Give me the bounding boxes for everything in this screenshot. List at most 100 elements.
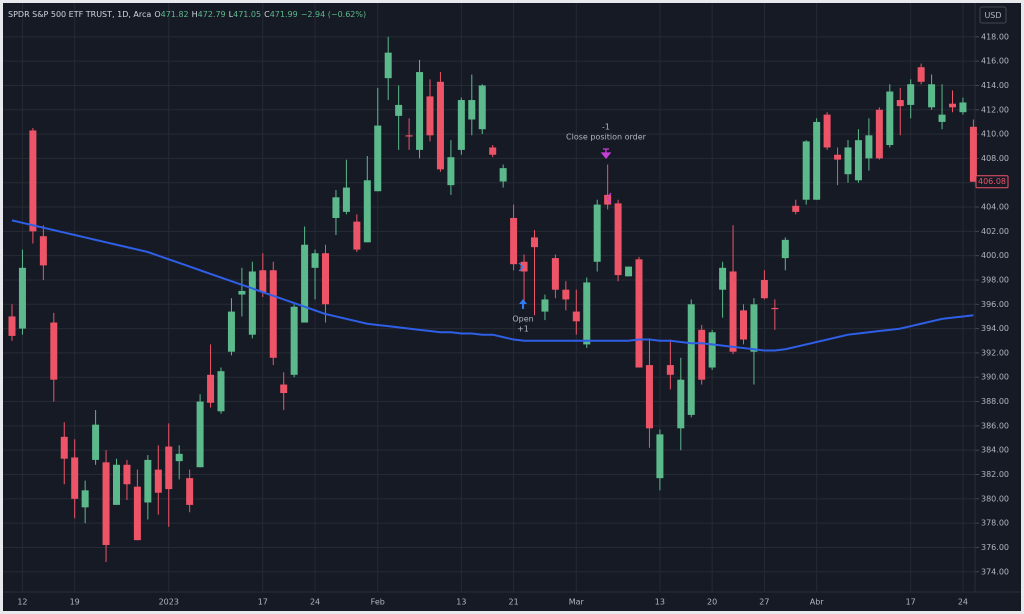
close-arrow: [600, 148, 612, 160]
candle-body: [8, 316, 16, 336]
x-tick-label: 17: [906, 598, 916, 607]
candle-body: [280, 384, 288, 394]
candle-body: [834, 154, 842, 160]
candle-body: [551, 258, 559, 290]
annotation: Open: [512, 315, 533, 324]
candle-body: [468, 100, 476, 120]
last-price-box: [975, 175, 1009, 189]
close-marker: [606, 192, 612, 204]
candle-body: [531, 237, 538, 248]
candle-body: [269, 270, 277, 358]
candle-body: [510, 217, 518, 265]
candle-body: [186, 478, 194, 505]
y-tick-label: 410.00: [981, 130, 1009, 139]
candle-body: [698, 329, 706, 380]
candle-body: [175, 453, 183, 462]
candle-body: [405, 135, 413, 137]
candle-body: [520, 261, 528, 272]
candle-body: [499, 168, 507, 182]
candle-body: [133, 486, 141, 541]
candle-body: [447, 157, 455, 186]
candles: [8, 36, 977, 563]
header: SPDR S&P 500 ETF TRUST, 1D, Arca O471.82 H…: [8, 10, 366, 19]
candle-body: [541, 299, 549, 312]
symbol-title: SPDR S&P 500 ETF TRUST, 1D, Arca: [8, 10, 151, 19]
candle-body: [374, 125, 382, 192]
candle-body: [635, 259, 643, 368]
candle-body: [875, 109, 883, 159]
candle-body: [572, 311, 580, 322]
price-change: −2.94 (−0.62%): [301, 10, 366, 19]
candle-body: [813, 121, 821, 200]
open-marker: [518, 262, 524, 272]
candle-body: [123, 464, 131, 485]
x-tick-label: 12: [17, 598, 27, 607]
currency-box[interactable]: [979, 6, 1007, 24]
y-tick-label: 388.00: [981, 397, 1009, 406]
candle-body: [248, 271, 256, 335]
candle-body: [593, 204, 601, 262]
x-tick-label: 2023: [159, 598, 179, 607]
y-tick-label: 398.00: [981, 275, 1009, 284]
open-arrow: [519, 299, 527, 309]
candle-body: [39, 236, 47, 266]
candle-body: [760, 279, 768, 299]
candle-body: [196, 401, 204, 468]
y-tick-label: 416.00: [981, 57, 1009, 66]
candle-body: [144, 459, 152, 503]
candle-body: [154, 469, 162, 493]
y-tick-label: 392.00: [981, 348, 1009, 357]
ohlc-label: H: [192, 10, 198, 19]
candle-body: [290, 306, 298, 375]
candle-body: [854, 140, 862, 181]
y-tick-label: 390.00: [981, 373, 1009, 382]
annotation: Close position order: [566, 133, 647, 142]
candle-body: [917, 67, 925, 82]
candle-body: [792, 205, 800, 212]
moving-average: [11, 219, 974, 352]
candle-body: [238, 290, 246, 295]
x-tick-label: 13: [655, 598, 665, 607]
candle-body: [687, 304, 695, 415]
candle-body: [332, 197, 340, 218]
y-tick-label: 414.00: [981, 81, 1009, 90]
candle-body: [969, 126, 977, 182]
candle-body: [823, 114, 831, 148]
candle-body: [92, 424, 100, 460]
y-tick-label: 382.00: [981, 470, 1009, 479]
background: [3, 3, 1021, 611]
candle-body: [719, 267, 727, 290]
candle-body: [907, 84, 915, 105]
candle-body: [938, 114, 946, 122]
ohlc-value: 471.82: [161, 10, 189, 19]
candle-body: [384, 52, 392, 79]
candle-body: [666, 365, 674, 375]
y-tick-label: 374.00: [981, 567, 1009, 576]
y-tick-label: 412.00: [981, 105, 1009, 114]
candle-body: [436, 81, 444, 170]
candle-body: [102, 462, 110, 546]
y-tick-label: 404.00: [981, 203, 1009, 212]
candle-body: [729, 271, 737, 352]
x-tick-label: 13: [456, 598, 466, 607]
candle-body: [342, 187, 350, 212]
candle-body: [781, 239, 789, 259]
candle-body: [959, 102, 967, 113]
candle-body: [322, 253, 329, 305]
candle-body: [625, 266, 633, 277]
candle-body: [583, 282, 591, 345]
y-tick-label: 380.00: [981, 494, 1009, 503]
candle-body: [259, 270, 267, 293]
y-tick-label: 386.00: [981, 421, 1009, 430]
y-tick-label: 394.00: [981, 324, 1009, 333]
ohlc-label: L: [229, 10, 234, 19]
candle-body: [207, 374, 215, 403]
candle-body: [489, 147, 497, 155]
candle-body: [217, 371, 225, 412]
candle-body: [457, 100, 465, 150]
x-tick-label: 24: [958, 598, 968, 607]
x-tick-label: 21: [509, 598, 519, 607]
candle-body: [478, 85, 486, 130]
